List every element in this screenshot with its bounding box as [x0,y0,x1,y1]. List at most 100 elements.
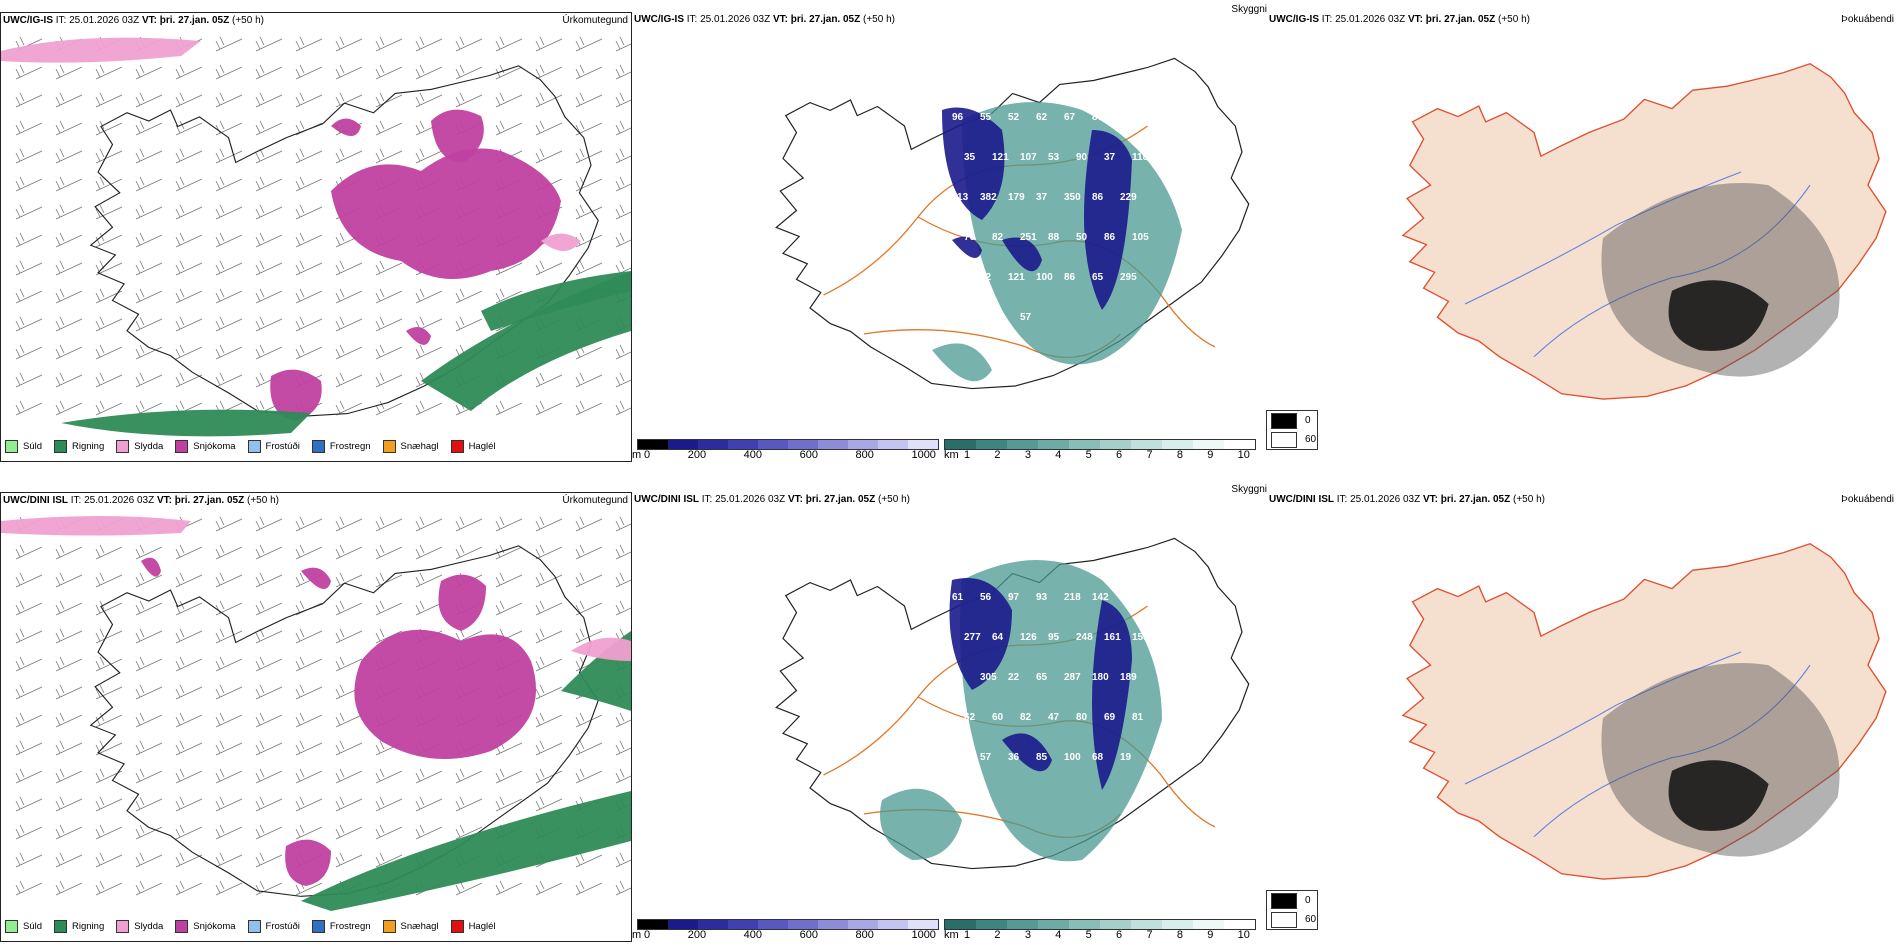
tick-label: 9 [1207,449,1214,461]
wind-barb [135,684,163,700]
precip-legend: Súld Rigning Slydda Snjókoma Frostúði Frostre… [5,920,496,933]
precip-area-rain [481,271,631,331]
wind-barb [415,92,443,108]
ceiling-area [1092,600,1132,790]
wind-barb [535,120,563,136]
wind-barb [335,372,363,388]
wind-barb [375,316,403,332]
wind-barb [335,768,363,784]
wind-barb [95,852,123,868]
fog-dense-field [1668,760,1769,831]
legend-item: Frostúði [247,920,300,933]
visibility-value: 80 [1092,112,1104,123]
visibility-value: 59 [1120,112,1132,123]
wind-barb [575,120,603,136]
tick-label: 0 [644,449,651,461]
panel-header: UWC/DINI ISL IT: 25.01.2026 03Z VT: þri.… [1269,494,1545,505]
wind-barb [95,600,123,616]
legend-label: Rigning [72,441,105,452]
panel-title: Skyggni [1231,4,1267,15]
wind-barb [55,572,83,588]
wind-barb [615,572,631,588]
wind-barb [135,316,163,332]
wind-barb [255,176,283,192]
wind-barb [135,64,163,80]
precip-area-snow [431,109,484,162]
visibility-panel: UWC/DINI ISL IT: 25.01.2026 03Z VT: þri.… [632,484,1267,942]
tick-label: 8 [1176,929,1183,941]
fog-gray-field [1601,183,1840,377]
wind-barb [575,400,603,416]
visibility-value: 47 [1048,712,1060,723]
wind-barb [255,288,283,304]
wind-barb [335,572,363,588]
colorbar-step [848,440,878,449]
wind-barb [95,204,123,220]
wind-barb [175,572,203,588]
model-name: UWC/IG-IS [1269,14,1319,25]
wind-barb [215,36,243,52]
fog-dense-field [1668,280,1769,351]
precip-area-snow [331,148,561,279]
tick-label: 600 [799,449,818,461]
precip-area-sleet [1,37,201,63]
wind-barb [175,684,203,700]
wind-barb [15,880,43,896]
colorbar-step [788,920,818,929]
visibility-value: 109 [952,752,969,763]
wind-barb [375,516,403,532]
visibility-value: 72 [952,672,964,683]
wind-barb [455,768,483,784]
tick-label: 600 [799,929,818,941]
visibility-value: 101 [1120,592,1137,603]
visibility-value: 248 [1076,632,1093,643]
legend-label: Frostúði [265,441,300,452]
wind-barb [575,516,603,532]
ceiling-area [1084,130,1132,310]
legend-label: Snjókoma [193,441,236,452]
visibility-value: 55 [980,112,992,123]
wind-barb [215,372,243,388]
colorbar-step [1069,920,1100,929]
wind-barb [335,544,363,560]
tick-label: 3 [1024,449,1031,461]
wind-barb [215,344,243,360]
wind-barb [215,684,243,700]
wind-barb [255,656,283,672]
colorbar-step [908,440,938,449]
visibility-value: 189 [1120,672,1137,683]
wind-barb [295,344,323,360]
it-label: IT: [70,495,82,506]
wind-barb [95,288,123,304]
wind-barb [375,600,403,616]
colorbar-step [728,440,758,449]
init-time: 25.01.2026 03Z [69,15,140,26]
tick-label: 10 [1237,929,1250,941]
it-label: IT: [55,15,67,26]
colorbar-step [1131,440,1162,449]
wind-barb [535,880,563,896]
wind-barb [255,516,283,532]
visibility-value: 50 [1076,232,1088,243]
wind-barb [55,544,83,560]
wind-barb [215,768,243,784]
wind-barb [95,316,123,332]
wind-barb [15,120,43,136]
colorbar-step [1007,920,1038,929]
vis-area [932,343,992,382]
wind-barb [375,288,403,304]
visibility-value: 53 [1048,152,1060,163]
wind-barb [135,400,163,416]
wind-barb [455,36,483,52]
fog-legend-row: 60 [1267,430,1317,449]
wind-barb [175,232,203,248]
wind-barb [255,344,283,360]
wind-barb [375,544,403,560]
colorbar-step [668,920,698,929]
wind-barb [615,232,631,248]
visibility-value: 82 [992,232,1004,243]
wind-barb [175,740,203,756]
wind-barb [175,796,203,812]
fog-map [1401,63,1887,400]
wind-barb [615,544,631,560]
